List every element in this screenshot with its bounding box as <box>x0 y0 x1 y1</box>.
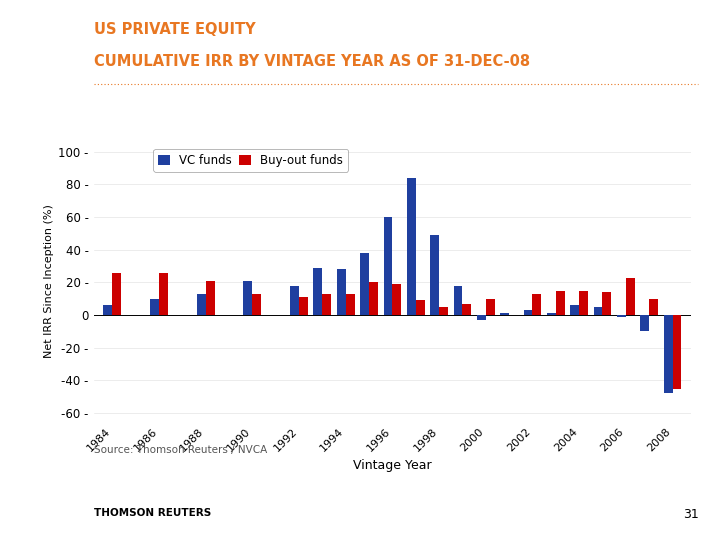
Bar <box>112 273 121 315</box>
Bar <box>197 294 206 315</box>
Bar <box>159 273 168 315</box>
Bar <box>626 278 635 315</box>
Bar <box>384 217 392 315</box>
Text: Source: Thomson Reuters / NVCA: Source: Thomson Reuters / NVCA <box>94 446 267 456</box>
Bar <box>243 281 252 315</box>
Bar <box>556 291 564 315</box>
Text: US PRIVATE EQUITY: US PRIVATE EQUITY <box>94 22 255 37</box>
Legend: VC funds, Buy-out funds: VC funds, Buy-out funds <box>153 149 348 172</box>
Bar <box>337 269 346 315</box>
Bar <box>523 310 533 315</box>
Bar <box>431 235 439 315</box>
Bar <box>206 281 215 315</box>
Bar <box>346 294 354 315</box>
Bar <box>603 292 611 315</box>
Text: 31: 31 <box>683 508 698 521</box>
Bar <box>360 253 369 315</box>
Bar <box>579 291 588 315</box>
Bar <box>299 297 308 315</box>
X-axis label: Vintage Year: Vintage Year <box>353 459 432 472</box>
Bar <box>462 303 472 315</box>
Bar <box>477 315 486 320</box>
Bar <box>252 294 261 315</box>
Bar <box>664 315 672 394</box>
Bar <box>640 315 649 332</box>
Bar <box>500 313 509 315</box>
Bar <box>415 300 425 315</box>
Bar <box>617 315 626 317</box>
Y-axis label: Net IRR Since Inception (%): Net IRR Since Inception (%) <box>44 204 54 357</box>
Bar <box>672 315 681 389</box>
Bar <box>313 268 323 315</box>
Bar <box>323 294 331 315</box>
Bar <box>454 286 462 315</box>
Bar <box>407 178 415 315</box>
Bar <box>439 307 448 315</box>
Bar <box>649 299 658 315</box>
Bar <box>486 299 495 315</box>
Bar <box>533 294 541 315</box>
Text: THOMSON REUTERS: THOMSON REUTERS <box>94 508 211 518</box>
Bar <box>547 313 556 315</box>
Bar <box>570 305 579 315</box>
Bar <box>150 299 159 315</box>
Bar <box>392 284 401 315</box>
Bar <box>369 282 378 315</box>
Bar <box>290 286 299 315</box>
Bar <box>104 305 112 315</box>
Bar <box>593 307 603 315</box>
Text: CUMULATIVE IRR BY VINTAGE YEAR AS OF 31-DEC-08: CUMULATIVE IRR BY VINTAGE YEAR AS OF 31-… <box>94 54 530 69</box>
